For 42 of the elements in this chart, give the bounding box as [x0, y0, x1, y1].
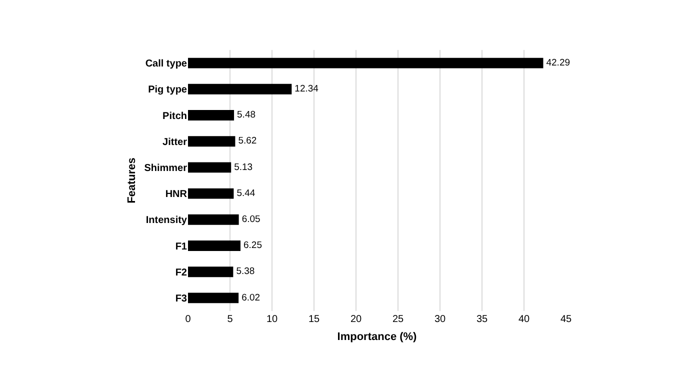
x-tick-label: 45	[560, 314, 572, 325]
bar	[188, 58, 544, 68]
bar	[188, 292, 239, 304]
x-tick-label: 30	[434, 314, 446, 325]
y-tick-label: HNR	[165, 189, 188, 200]
x-tick-label: 15	[308, 314, 320, 325]
y-tick-label: Pig type	[148, 84, 188, 96]
x-tick-label: 40	[518, 314, 530, 325]
data-label: 12.34	[294, 84, 318, 95]
data-label: 5.62	[238, 136, 257, 147]
x-tick-label: 10	[266, 314, 278, 325]
x-tick-label: 35	[476, 314, 488, 325]
y-tick-label: F2	[175, 267, 188, 278]
y-tick-label: Pitch	[162, 110, 187, 122]
data-label: 6.25	[244, 240, 262, 252]
data-label: 42.29	[546, 57, 570, 68]
bar	[188, 84, 292, 94]
data-label: 5.38	[236, 266, 255, 278]
x-tick-label: 5	[227, 314, 234, 325]
y-tick-label: Call type	[145, 58, 188, 70]
y-tick-label: Shimmer	[144, 162, 188, 174]
data-label: 5.48	[237, 110, 256, 121]
data-label: 6.02	[242, 292, 260, 304]
x-axis-title: Importance (%)	[337, 331, 418, 344]
data-label: 5.13	[234, 162, 253, 173]
y-tick-label: F3	[175, 293, 188, 304]
bar	[188, 240, 240, 251]
x-tick-label: 25	[392, 314, 404, 325]
bar	[188, 136, 236, 147]
bar	[188, 266, 234, 278]
bar	[188, 214, 239, 225]
x-tick-label: 0	[185, 314, 192, 325]
y-axis-title: Features	[126, 158, 138, 204]
bar	[188, 188, 234, 199]
y-tick-label: Jitter	[162, 136, 188, 148]
bar	[188, 110, 234, 120]
bar	[188, 162, 232, 173]
y-tick-label: F1	[175, 241, 188, 252]
y-tick-label: Intensity	[146, 215, 188, 226]
x-tick-label: 20	[350, 314, 362, 325]
data-label: 6.05	[242, 214, 260, 226]
data-label: 5.44	[236, 188, 256, 199]
